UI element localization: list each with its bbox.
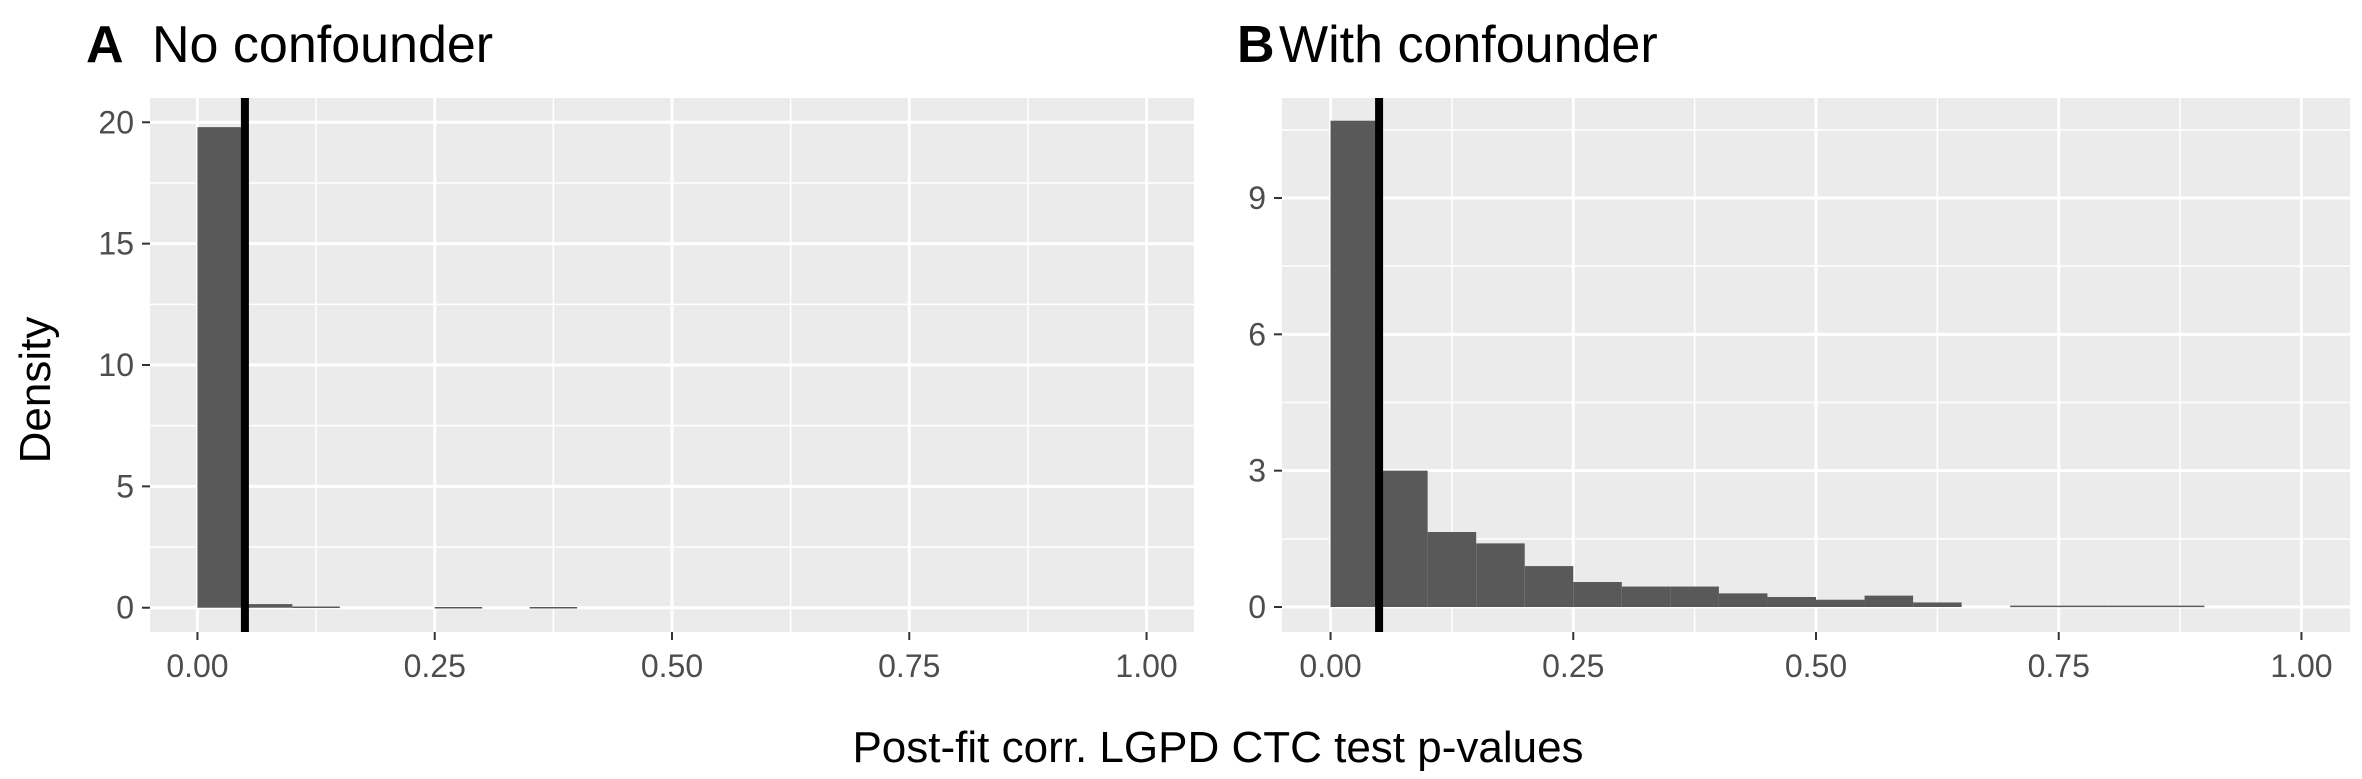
y-tick-label: 20 — [98, 104, 134, 140]
y-tick-label: 15 — [98, 226, 134, 262]
x-tick-label: 0.25 — [1542, 648, 1604, 684]
histogram-bar — [1767, 597, 1816, 608]
histogram-bar — [1476, 543, 1525, 608]
panel-b-title: With confounder — [1279, 16, 1658, 74]
x-tick-label: 0.50 — [1785, 648, 1847, 684]
histogram-bar — [1913, 602, 1962, 608]
histogram-bar — [1573, 582, 1622, 608]
x-tick-label: 1.00 — [2270, 648, 2332, 684]
histogram-bar — [1718, 593, 1768, 608]
histogram-bar — [1864, 595, 1914, 608]
panel-b-bars — [1330, 120, 2205, 608]
panel-a-title: No confounder — [152, 16, 493, 74]
histogram-bar — [1670, 586, 1719, 608]
panel-a-x-axis: 0.00 0.25 0.50 0.75 1.00 — [166, 632, 1178, 684]
panel-b-grid — [1282, 98, 2350, 632]
x-tick-label: 1.00 — [1115, 648, 1177, 684]
y-tick-label: 5 — [116, 468, 134, 504]
panel-a-y-axis: 0 5 10 15 20 — [98, 104, 150, 626]
x-tick-label: 0.75 — [2028, 648, 2090, 684]
histogram-bar — [292, 606, 340, 609]
y-tick-label: 0 — [1248, 589, 1266, 625]
y-tick-label: 3 — [1248, 453, 1266, 489]
histogram-bar — [529, 606, 578, 609]
histogram-bar — [434, 606, 483, 609]
panel-b-tag: B — [1237, 16, 1275, 74]
x-tick-label: 0.00 — [166, 648, 228, 684]
histogram-bar — [1816, 599, 1865, 608]
histogram-bar — [197, 127, 245, 608]
panel-a-bars — [197, 127, 578, 609]
histogram-bar — [1379, 470, 1428, 608]
x-tick-label: 0.50 — [641, 648, 703, 684]
histogram-bar — [1524, 566, 1574, 608]
panel-a-tag: A — [86, 16, 124, 74]
histogram-bar — [1427, 532, 1477, 608]
histogram-bar — [244, 604, 293, 608]
x-tick-label: 0.00 — [1299, 648, 1361, 684]
y-tick-label: 10 — [98, 347, 134, 383]
x-tick-label: 0.25 — [404, 648, 466, 684]
panel-b-y-axis: 0 3 6 9 — [1248, 180, 1282, 625]
histogram-bar — [1330, 120, 1380, 608]
histogram-bar — [1621, 586, 1671, 608]
panel-a: A No confounder 0.00 0.25 0.50 0.75 1.00 0 5 1… — [86, 16, 1194, 684]
histogram-bar — [2058, 605, 2108, 608]
y-tick-label: 6 — [1248, 316, 1266, 352]
histogram-bar — [2010, 605, 2059, 608]
panel-b-x-axis: 0.00 0.25 0.50 0.75 1.00 — [1299, 632, 2333, 684]
y-tick-label: 9 — [1248, 180, 1266, 216]
y-tick-label: 0 — [116, 590, 134, 626]
x-axis-label: Post-fit corr. LGPD CTC test p-values — [852, 723, 1583, 772]
x-tick-label: 0.75 — [878, 648, 940, 684]
histogram-bar — [2155, 605, 2205, 608]
panel-b: B With confounder 0.00 0.25 0.50 0.75 1.00 0… — [1237, 16, 2350, 684]
y-axis-label: Density — [11, 317, 60, 464]
histogram-bar — [2107, 605, 2156, 608]
